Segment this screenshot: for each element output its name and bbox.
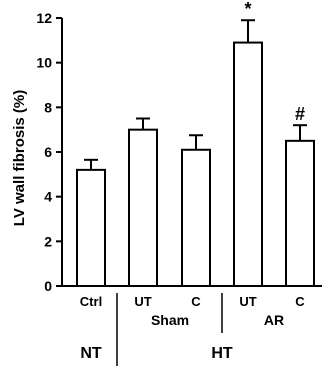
y-tick-label: 2: [44, 233, 52, 249]
group-label-sham: Sham: [151, 312, 189, 328]
significance-marker: #: [295, 104, 305, 124]
y-tick-label: 12: [36, 10, 52, 26]
category-label: Ctrl: [80, 294, 102, 309]
bar-3: [233, 41, 263, 287]
bars: *#: [76, 0, 315, 287]
significance-marker: *: [244, 0, 251, 19]
bar-4: [285, 139, 315, 287]
group-label-ar: AR: [264, 312, 284, 328]
category-labels: Ctrl UT C UT C: [80, 294, 306, 309]
bar-2: [181, 148, 211, 287]
y-tick-label: 4: [44, 189, 52, 205]
y-axis-label: LV wall fibrosis (%): [11, 90, 28, 226]
category-label: UT: [134, 294, 151, 309]
bar-0: [76, 168, 106, 287]
y-tick-label: 0: [44, 278, 52, 294]
y-ticks: 0 2 4 6 8 10 12: [36, 10, 62, 294]
group-labels: Sham AR NT HT: [80, 293, 284, 366]
y-tick-label: 10: [36, 55, 52, 71]
bar-1: [128, 128, 158, 287]
group-label-nt: NT: [80, 345, 102, 362]
category-label: C: [191, 294, 201, 309]
category-label: C: [295, 294, 305, 309]
category-label: UT: [239, 294, 256, 309]
y-tick-label: 8: [44, 99, 52, 115]
group-label-ht: HT: [211, 345, 233, 362]
y-tick-label: 6: [44, 144, 52, 160]
